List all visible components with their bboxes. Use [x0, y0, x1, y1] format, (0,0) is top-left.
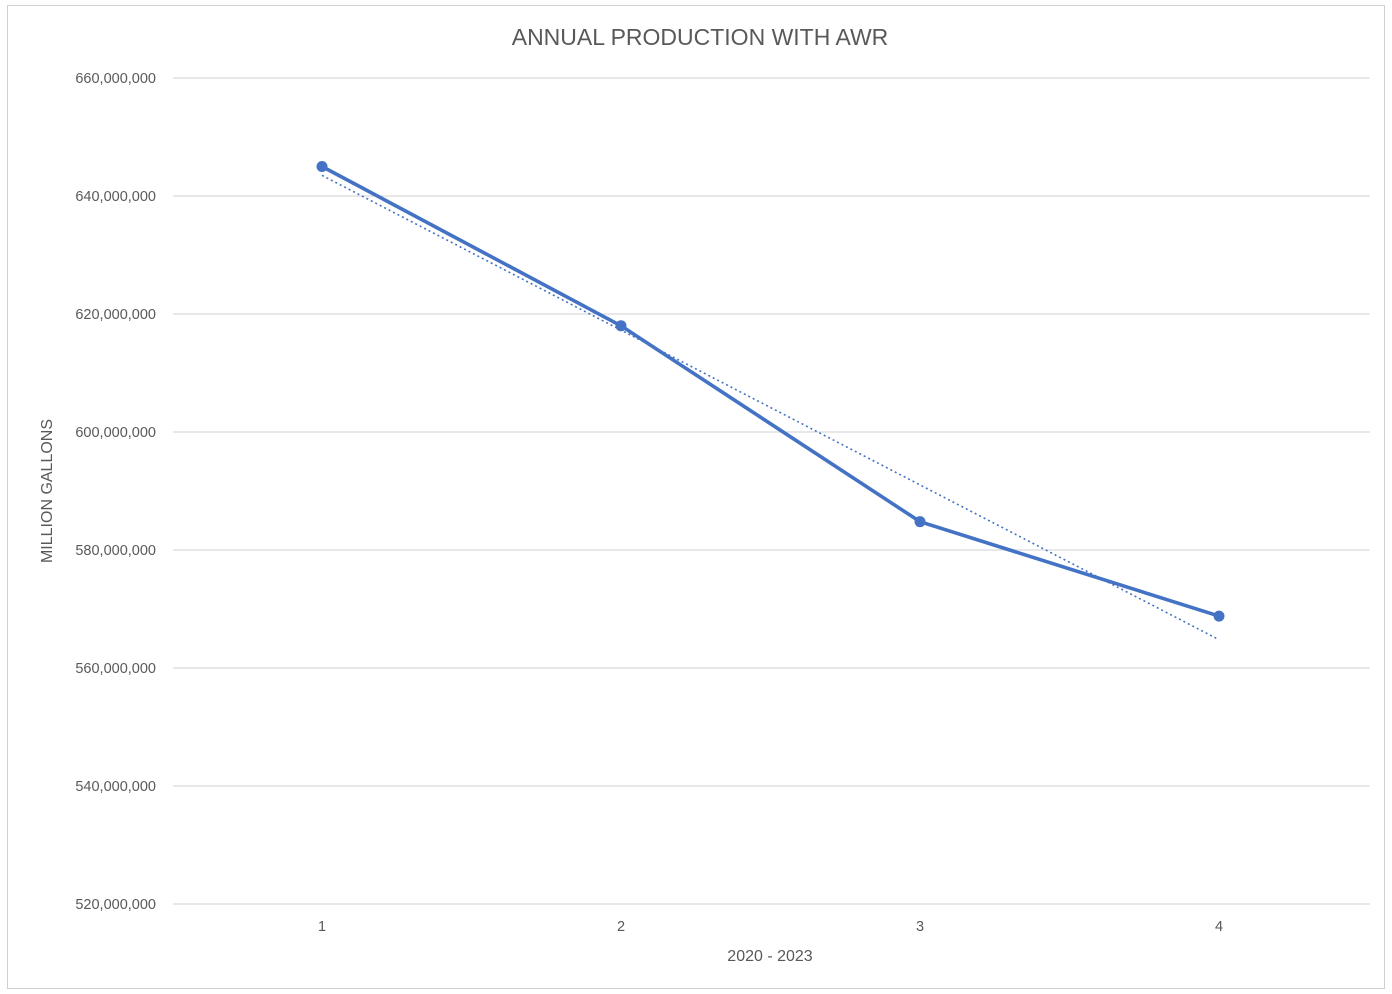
trendline	[321, 174, 1220, 641]
gridlines	[173, 77, 1370, 905]
y-axis-label: MILLION GALLONS	[39, 419, 56, 563]
y-tick-label: 560,000,000	[75, 661, 156, 677]
data-point	[316, 161, 328, 172]
x-tick-label: 4	[1215, 919, 1223, 935]
y-tick-label: 620,000,000	[75, 307, 156, 323]
series-line	[320, 164, 1221, 618]
y-axis-ticks: 520,000,000 540,000,000 560,000,000 580,000…	[75, 71, 156, 913]
y-tick-label: 640,000,000	[75, 189, 156, 205]
chart-title: ANNUAL PRODUCTION WITH AWR	[512, 24, 889, 50]
x-axis-ticks: 1 2 3 4	[318, 919, 1223, 935]
y-tick-label: 520,000,000	[75, 897, 156, 913]
y-tick-label: 600,000,000	[75, 425, 156, 441]
x-tick-label: 1	[318, 919, 326, 935]
y-tick-label: 660,000,000	[75, 71, 156, 87]
data-point	[1213, 610, 1225, 622]
trendline-layer	[321, 174, 1220, 641]
series-layer	[316, 161, 1225, 622]
chart-frame	[7, 5, 1385, 989]
data-point	[615, 320, 627, 332]
data-point	[914, 516, 926, 528]
y-tick-label: 580,000,000	[75, 543, 156, 559]
x-axis-label: 2020 - 2023	[727, 948, 813, 965]
y-tick-label: 540,000,000	[75, 779, 156, 795]
x-tick-label: 2	[617, 919, 625, 935]
x-tick-label: 3	[916, 919, 924, 935]
